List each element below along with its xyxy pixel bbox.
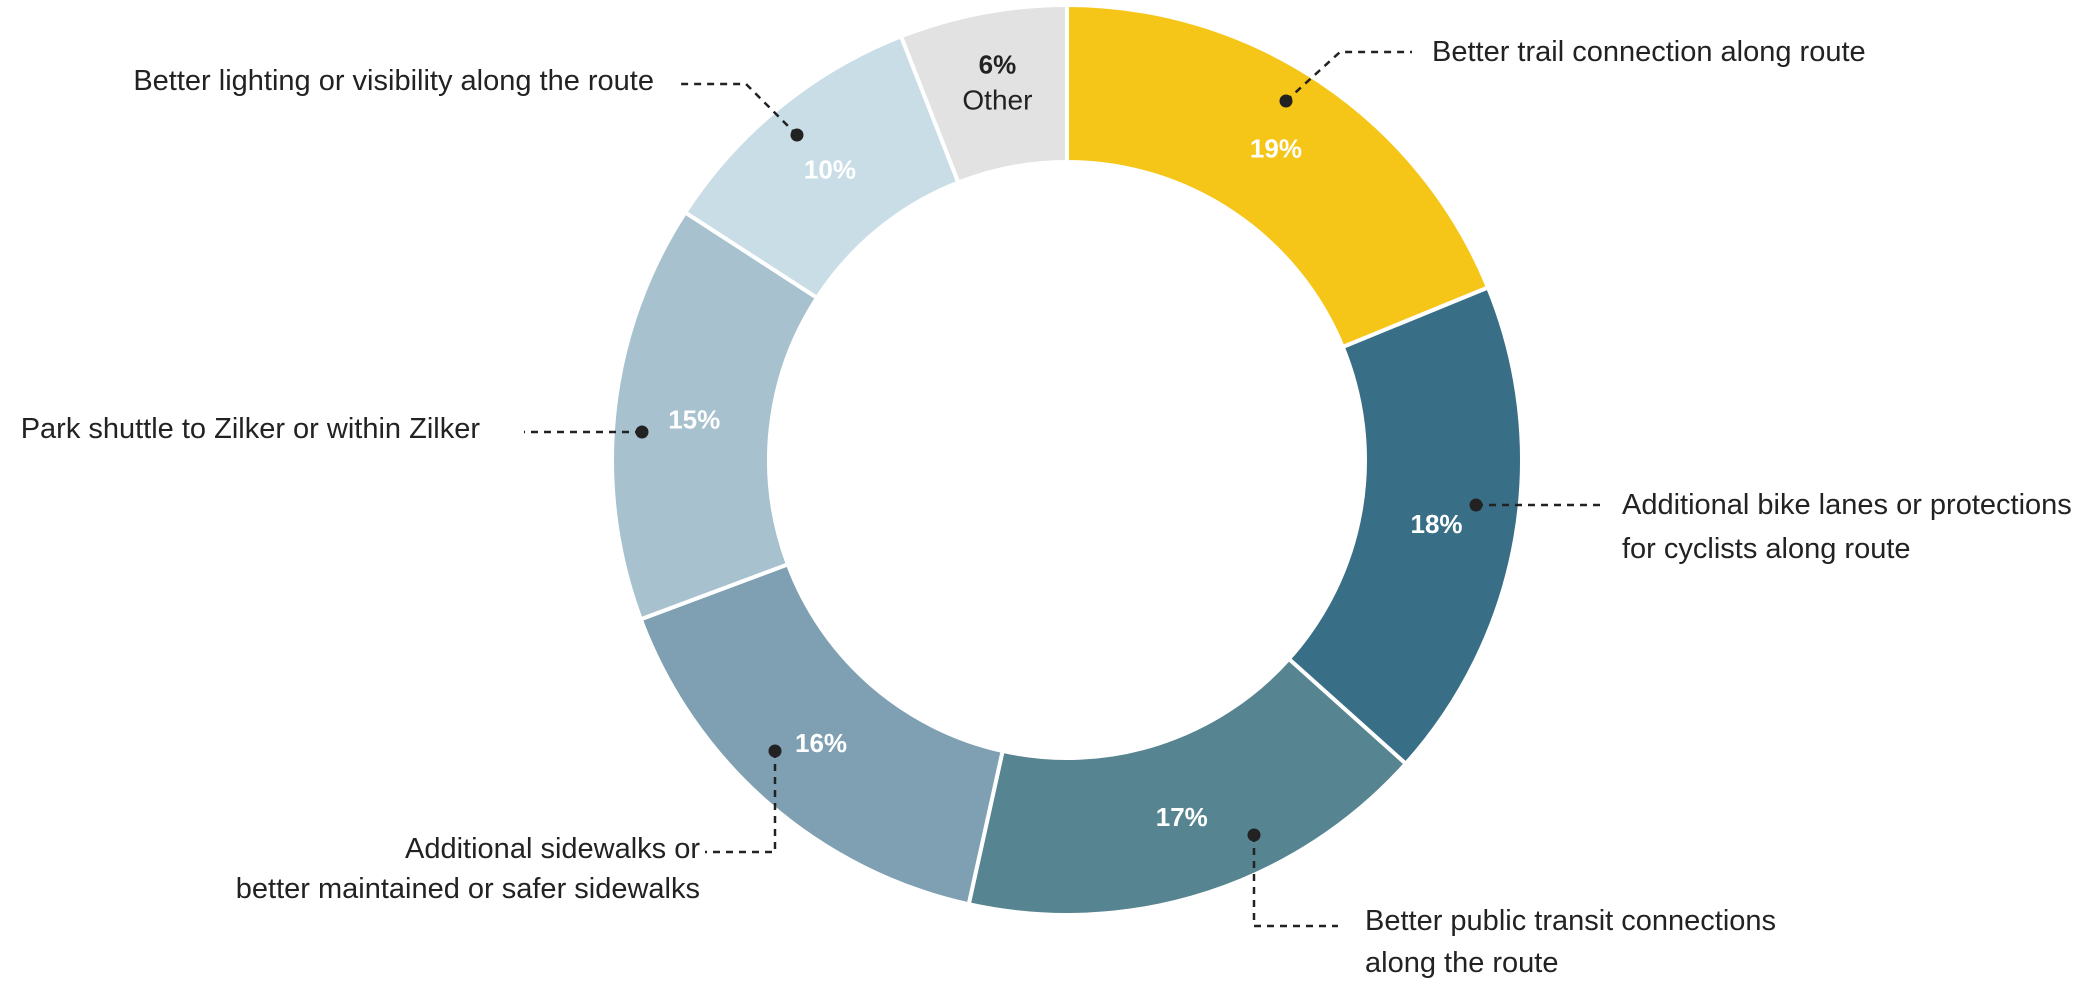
slice-category-6: Other [962,85,1032,116]
category-label-2-line-0: Better public transit connections [1365,905,1776,937]
category-label-5-line-0: Better lighting or visibility along the … [133,65,654,97]
callouts: Better trail connection along route Addit… [21,36,2072,979]
category-label-0-line-0: Better trail connection along route [1432,36,1866,68]
slice-label-1: 18% [1411,509,1463,539]
slice-6 [898,2,1069,186]
donut-slices [610,2,1524,917]
slice-label-0: 19% [1250,134,1302,164]
category-label-3-line-1: better maintained or safer sidewalks [236,873,700,905]
leader-dot-5 [790,128,804,142]
slice-2 [966,656,1409,917]
slice-label-2: 17% [1156,802,1208,832]
category-label-1-line-1: for cyclists along route [1622,533,1911,565]
leader-dot-2 [1247,828,1261,842]
category-label-3-line-0: Additional sidewalks or [405,833,700,865]
leader-line-0 [1285,50,1412,102]
category-label-2-line-1: along the route [1365,947,1558,979]
slice-label-5: 10% [804,154,856,184]
leader-line-3 [705,751,777,854]
leader-dot-3 [768,744,782,758]
slice-0 [1065,2,1491,350]
slice-label-3: 16% [795,728,847,758]
category-label-4-line-0: Park shuttle to Zilker or within Zilker [21,413,481,445]
slice-label-4: 15% [668,404,720,434]
leader-dot-0 [1279,94,1293,108]
slice-3 [638,561,1006,907]
slice-label-6: 6% [979,50,1017,80]
slice-labels: 19% 18% 17% 16% 15% 10% 6% Other [668,50,1462,832]
slice-1 [1286,284,1524,767]
leader-line-5 [676,82,798,136]
leader-dot-1 [1469,498,1483,512]
category-label-1-line-0: Additional bike lanes or protections [1622,489,2072,521]
leader-dot-4 [635,425,649,439]
leader-line-2 [1252,835,1338,928]
